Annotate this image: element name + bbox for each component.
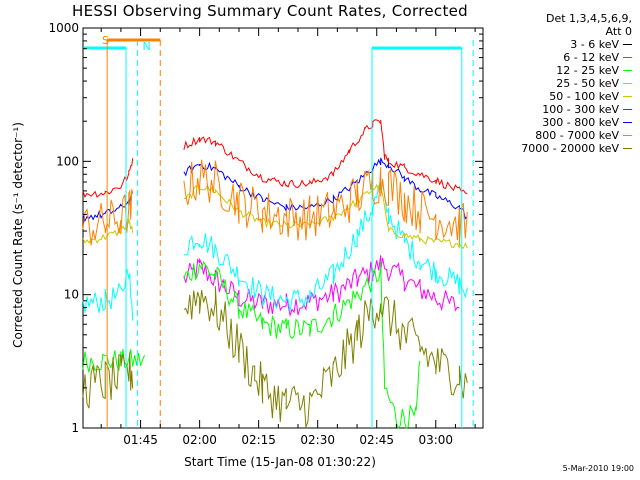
series-line-2 xyxy=(183,255,460,318)
chart-title: HESSI Observing Summary Count Rates, Cor… xyxy=(72,2,468,20)
series-line-9 xyxy=(82,286,468,428)
saa-label: S xyxy=(102,34,109,47)
legend-entry-label: 25 - 50 keV xyxy=(556,77,619,90)
legend-swatch xyxy=(623,134,632,137)
legend-swatch xyxy=(623,43,632,46)
x-tick-label: 02:15 xyxy=(241,433,276,447)
legend-swatch xyxy=(623,56,632,59)
x-tick-label: 02:45 xyxy=(359,433,394,447)
y-tick-label: 100 xyxy=(56,154,79,168)
legend-entry-label: 12 - 25 keV xyxy=(556,64,619,77)
legend-entry: 300 - 800 keV xyxy=(482,116,632,129)
legend-swatch xyxy=(623,147,632,150)
legend-header-attenuator: Att 0 xyxy=(605,25,632,38)
legend-entry: 12 - 25 keV xyxy=(482,64,632,77)
x-tick-label: 02:30 xyxy=(300,433,335,447)
legend-entry-label: 6 - 12 keV xyxy=(563,51,619,64)
x-tick-label: 02:00 xyxy=(182,433,217,447)
series-line-6 xyxy=(82,119,468,199)
legend-swatch xyxy=(623,95,632,98)
legend-header-detectors: Det 1,3,4,5,6,9, xyxy=(545,12,632,25)
series-layer xyxy=(82,119,468,429)
series-line-5 xyxy=(82,182,468,250)
series-line-8 xyxy=(82,159,468,246)
ticks-layer: 1 10 100 1000 01:45 02:00 02:15 02:30 02:45 03:00 xyxy=(48,21,483,447)
legend-entry: 7000 - 20000 keV xyxy=(482,142,632,155)
legend-entry-label: 3 - 6 keV xyxy=(570,38,619,51)
legend-swatch xyxy=(623,82,632,85)
legend-entry: 3 - 6 keV xyxy=(482,38,632,51)
legend-entry-label: 300 - 800 keV xyxy=(542,116,619,129)
series-line-3 xyxy=(82,260,421,429)
series-line-4 xyxy=(82,180,468,321)
legend-swatch xyxy=(623,121,632,124)
legend-entry: 800 - 7000 keV xyxy=(482,129,632,142)
legend-entry: 25 - 50 keV xyxy=(482,77,632,90)
legend-entry: 100 - 300 keV xyxy=(482,103,632,116)
date-stamp: 5-Mar-2010 19:00 xyxy=(562,464,634,473)
x-axis-label: Start Time (15-Jan-08 01:30:22) xyxy=(184,455,376,469)
y-tick-label: 1000 xyxy=(48,21,79,35)
legend-entry-label: 800 - 7000 keV xyxy=(535,129,619,142)
y-tick-label: 1 xyxy=(71,421,79,435)
legend: Det 1,3,4,5,6,9, Att 0 3 - 6 keV 6 - 12 k… xyxy=(482,12,632,155)
legend-entry: 6 - 12 keV xyxy=(482,51,632,64)
x-tick-label: 03:00 xyxy=(418,433,453,447)
legend-entry-label: 100 - 300 keV xyxy=(542,103,619,116)
legend-entry-label: 50 - 100 keV xyxy=(549,90,619,103)
legend-swatch xyxy=(623,69,632,72)
series-line-7 xyxy=(82,157,468,222)
x-tick-label: 01:45 xyxy=(123,433,158,447)
legend-entry: 50 - 100 keV xyxy=(482,90,632,103)
y-axis-label: Corrected Count Rate (s⁻¹ detector⁻¹) xyxy=(11,122,25,348)
night-label: N xyxy=(143,40,151,53)
legend-rows: 3 - 6 keV 6 - 12 keV 12 - 25 keV 25 - 50 ke… xyxy=(482,38,632,155)
y-tick-label: 10 xyxy=(64,288,79,302)
legend-swatch xyxy=(623,108,632,111)
legend-entry-label: 7000 - 20000 keV xyxy=(521,142,619,155)
